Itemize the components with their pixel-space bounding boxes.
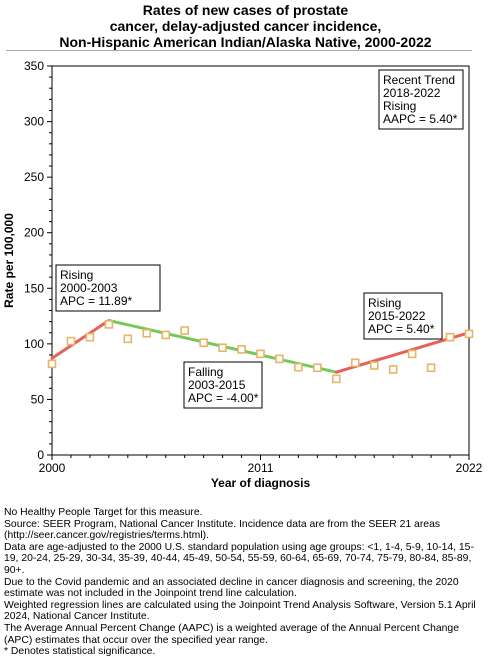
data-point	[237, 345, 246, 354]
data-point	[104, 320, 114, 329]
y-tick-label: 250	[24, 170, 44, 184]
annotation-rising-2000-2003-box	[55, 264, 161, 312]
data-point	[180, 326, 189, 335]
y-tick-label: 200	[24, 226, 44, 240]
x-axis-title: Year of diagnosis	[211, 476, 311, 490]
annotation-recent-trend-box	[378, 69, 464, 130]
x-tick-label: 2022	[456, 461, 483, 475]
chart-title-line-2: cancer, delay-adjusted cancer incidence,	[109, 18, 382, 34]
x-tick-label: 2000	[39, 461, 66, 475]
x-tick-label: 2011	[248, 461, 274, 475]
annotation-recent-trend-line: AAPC = 5.40*	[383, 112, 458, 126]
trend-line-segment	[50, 319, 111, 360]
data-point	[47, 359, 57, 369]
footnote-3: Data are age-adjusted to the 2000 U.S. s…	[4, 541, 474, 576]
chart-title-line-1: Rates of new cases of prostate	[142, 2, 349, 18]
footnote-2: Source: SEER Program, National Cancer In…	[4, 518, 441, 542]
annotation-falling-2003-2015-line: 2003-2015	[188, 378, 246, 392]
footnote-7: * Denotes statistical significance.	[4, 646, 156, 658]
y-tick-label: 350	[24, 59, 44, 73]
data-point	[369, 361, 379, 370]
data-point	[66, 336, 76, 346]
data-point	[199, 338, 208, 348]
title-divider	[6, 50, 472, 51]
footnote-5: Weighted regression lines are calculated…	[4, 599, 476, 623]
data-point	[350, 358, 360, 368]
data-point	[332, 374, 341, 384]
y-tick-label: 100	[24, 337, 44, 351]
data-point	[123, 334, 133, 344]
annotation-falling-2003-2015-line: Falling	[188, 365, 223, 379]
data-point	[464, 329, 474, 339]
data-point	[294, 362, 303, 372]
annotation-recent-trend-line: 2018-2022	[383, 86, 441, 100]
y-axis-title: Rate per 100,000	[2, 213, 16, 308]
data-point	[275, 354, 284, 364]
annotation-recent-trend-line: Rising	[383, 99, 416, 113]
y-tick-label: 50	[31, 392, 45, 406]
footnote-6: The Average Annual Percent Change (AAPC)…	[4, 622, 459, 646]
data-point	[142, 328, 152, 338]
annotation-recent-trend-line: Recent Trend	[383, 73, 455, 87]
footnote-4: Due to the Covid pandemic and an associa…	[4, 576, 459, 600]
data-point	[161, 330, 171, 340]
data-point	[407, 349, 417, 359]
annotation-rising-2000-2003-line: Rising	[60, 268, 93, 282]
footnotes: No Healthy People Target for this measur…	[4, 507, 488, 658]
y-tick-label: 0	[37, 448, 44, 462]
chart-title: Rates of new cases of prostate cancer, d…	[0, 2, 491, 50]
annotation-rising-2015-2022-box	[363, 292, 443, 340]
y-tick-label: 150	[24, 281, 44, 295]
data-point	[218, 343, 227, 353]
data-point	[426, 363, 436, 373]
data-point	[256, 349, 265, 359]
annotation-falling-2003-2015-line: APC = -4.00*	[188, 391, 259, 405]
data-point	[85, 332, 95, 342]
chart-title-line-3: Non-Hispanic American Indian/Alaska Nati…	[59, 34, 432, 50]
y-tick-label: 300	[24, 115, 44, 129]
annotation-falling-2003-2015-box	[183, 361, 263, 409]
annotation-rising-2000-2003-line: APC = 11.89*	[60, 294, 132, 308]
annotation-rising-2015-2022-line: 2015-2022	[368, 309, 426, 323]
prostate-incidence-chart: 0 50 100 150 200 250 300 350 2000 2011 2022 Year of…	[2, 59, 483, 490]
annotation-rising-2000-2003-line: 2000-2003	[60, 281, 118, 295]
annotation-rising-2015-2022-line: Rising	[368, 296, 401, 310]
data-point	[388, 365, 398, 374]
data-point	[445, 332, 455, 342]
footnote-1: No Healthy People Target for this measur…	[4, 507, 203, 518]
annotation-rising-2015-2022-line: APC = 5.40*	[368, 322, 435, 336]
data-point	[313, 363, 322, 373]
